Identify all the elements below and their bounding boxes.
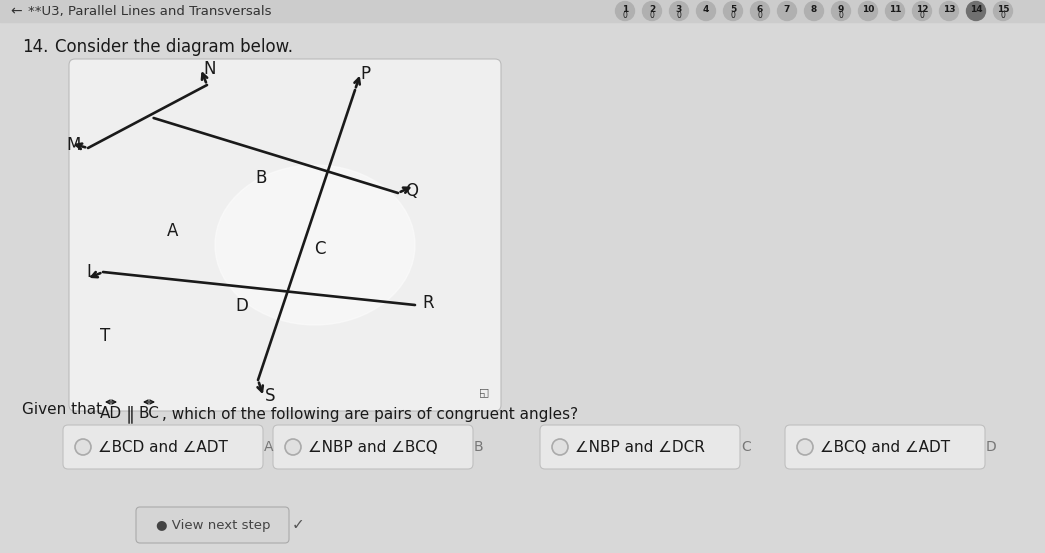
Text: **U3, Parallel Lines and Transversals: **U3, Parallel Lines and Transversals bbox=[28, 4, 272, 18]
Circle shape bbox=[832, 2, 851, 20]
Text: ∠BCD and ∠ADT: ∠BCD and ∠ADT bbox=[98, 440, 228, 455]
FancyBboxPatch shape bbox=[785, 425, 985, 469]
Text: C: C bbox=[314, 240, 325, 258]
Text: 14: 14 bbox=[970, 5, 982, 14]
Text: 8: 8 bbox=[811, 5, 817, 14]
Circle shape bbox=[697, 2, 716, 20]
Circle shape bbox=[750, 2, 769, 20]
Circle shape bbox=[967, 2, 985, 20]
Text: 0: 0 bbox=[623, 11, 627, 19]
Text: 13: 13 bbox=[943, 5, 955, 14]
Text: Given that: Given that bbox=[22, 403, 107, 418]
Text: S: S bbox=[265, 387, 276, 405]
Circle shape bbox=[723, 2, 743, 20]
Text: ● View next step: ● View next step bbox=[156, 519, 271, 531]
Text: B: B bbox=[474, 440, 484, 454]
Circle shape bbox=[805, 2, 823, 20]
Text: 12: 12 bbox=[915, 5, 928, 14]
Text: 10: 10 bbox=[862, 5, 875, 14]
Text: C: C bbox=[741, 440, 750, 454]
Text: B: B bbox=[255, 169, 266, 187]
Text: 11: 11 bbox=[888, 5, 901, 14]
Circle shape bbox=[939, 2, 958, 20]
Text: 14.: 14. bbox=[22, 38, 48, 56]
Text: 15: 15 bbox=[997, 5, 1009, 14]
Text: 7: 7 bbox=[784, 5, 790, 14]
Circle shape bbox=[670, 2, 689, 20]
Text: ◱: ◱ bbox=[479, 387, 489, 397]
Circle shape bbox=[552, 439, 568, 455]
Circle shape bbox=[797, 439, 813, 455]
Circle shape bbox=[994, 2, 1013, 20]
Text: 0: 0 bbox=[838, 11, 843, 19]
Text: 0: 0 bbox=[920, 11, 925, 19]
Text: ∠BCQ and ∠ADT: ∠BCQ and ∠ADT bbox=[820, 440, 950, 455]
FancyBboxPatch shape bbox=[540, 425, 740, 469]
Circle shape bbox=[777, 2, 796, 20]
FancyBboxPatch shape bbox=[63, 425, 263, 469]
Text: R: R bbox=[422, 294, 434, 312]
Text: A: A bbox=[167, 222, 179, 240]
Text: 0: 0 bbox=[1000, 11, 1005, 19]
Text: 5: 5 bbox=[729, 5, 736, 14]
Text: 4: 4 bbox=[703, 5, 710, 14]
Text: ∠NBP and ∠BCQ: ∠NBP and ∠BCQ bbox=[308, 440, 438, 455]
Text: N: N bbox=[204, 60, 216, 78]
Circle shape bbox=[912, 2, 931, 20]
Text: , which of the following are pairs of congruent angles?: , which of the following are pairs of co… bbox=[162, 406, 578, 421]
Text: 3: 3 bbox=[676, 5, 682, 14]
Text: T: T bbox=[100, 327, 110, 345]
FancyBboxPatch shape bbox=[69, 59, 501, 411]
Text: ←: ← bbox=[10, 4, 22, 18]
Text: 1: 1 bbox=[622, 5, 628, 14]
Text: M: M bbox=[67, 136, 82, 154]
Text: ∠NBP and ∠DCR: ∠NBP and ∠DCR bbox=[575, 440, 705, 455]
Text: ✓: ✓ bbox=[292, 518, 305, 533]
Text: 6: 6 bbox=[757, 5, 763, 14]
FancyBboxPatch shape bbox=[136, 507, 289, 543]
Ellipse shape bbox=[215, 165, 415, 325]
Text: 0: 0 bbox=[730, 11, 736, 19]
Text: BC: BC bbox=[139, 406, 160, 421]
FancyBboxPatch shape bbox=[273, 425, 473, 469]
Text: P: P bbox=[359, 65, 370, 83]
Circle shape bbox=[859, 2, 878, 20]
Text: Consider the diagram below.: Consider the diagram below. bbox=[55, 38, 293, 56]
Text: D: D bbox=[986, 440, 997, 454]
Text: 2: 2 bbox=[649, 5, 655, 14]
Text: L: L bbox=[87, 263, 96, 281]
Text: A: A bbox=[264, 440, 274, 454]
Circle shape bbox=[285, 439, 301, 455]
Bar bbox=[0, 0, 1045, 22]
Text: 0: 0 bbox=[676, 11, 681, 19]
Text: D: D bbox=[235, 297, 248, 315]
Text: 9: 9 bbox=[838, 5, 844, 14]
Text: 0: 0 bbox=[650, 11, 654, 19]
Text: ∥: ∥ bbox=[126, 405, 135, 423]
Text: AD: AD bbox=[100, 406, 122, 421]
Text: Q: Q bbox=[405, 182, 418, 200]
Circle shape bbox=[885, 2, 905, 20]
Circle shape bbox=[75, 439, 91, 455]
Text: 0: 0 bbox=[758, 11, 763, 19]
Circle shape bbox=[616, 2, 634, 20]
Circle shape bbox=[643, 2, 661, 20]
